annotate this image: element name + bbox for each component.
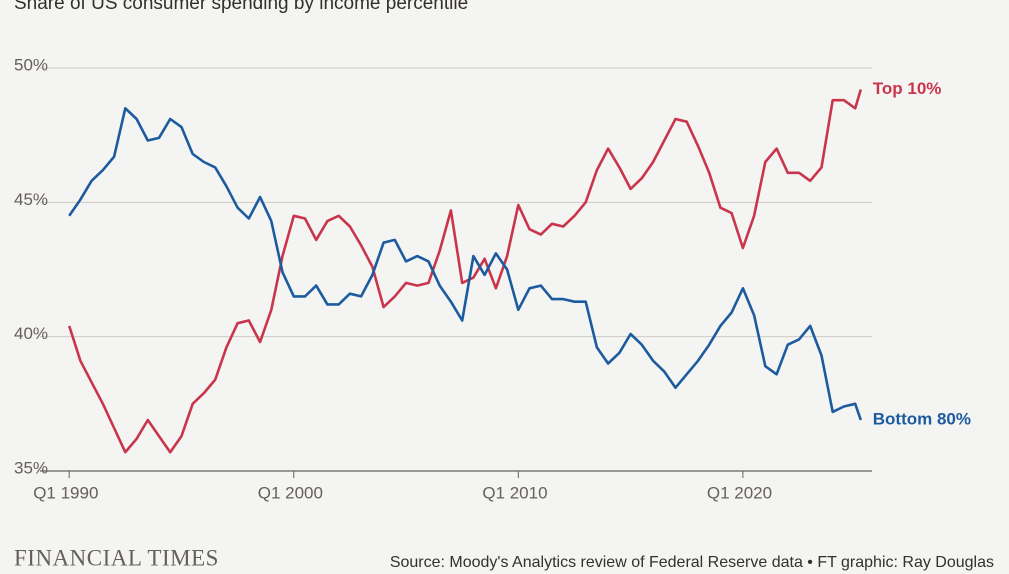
series-label: Top 10% — [873, 79, 942, 98]
y-tick-label: 45% — [14, 190, 48, 209]
line-series — [67, 89, 863, 454]
x-tick-label: Q1 2000 — [258, 483, 323, 502]
series-label: Bottom 80% — [873, 409, 971, 428]
brand: FINANCIAL TIMES — [14, 545, 219, 570]
x-tick-label: Q1 2020 — [707, 483, 772, 502]
y-tick-label: 50% — [14, 55, 48, 74]
source: Source: Moody's Analytics review of Fede… — [390, 554, 994, 571]
y-tick-label: 35% — [14, 458, 48, 477]
x-tick-label: Q1 2010 — [482, 483, 547, 502]
line-series — [68, 107, 863, 421]
chart-title: Share of US consumer spending by income … — [14, 0, 468, 14]
y-tick-label: 40% — [14, 324, 48, 343]
x-tick-label: Q1 1990 — [33, 483, 98, 502]
